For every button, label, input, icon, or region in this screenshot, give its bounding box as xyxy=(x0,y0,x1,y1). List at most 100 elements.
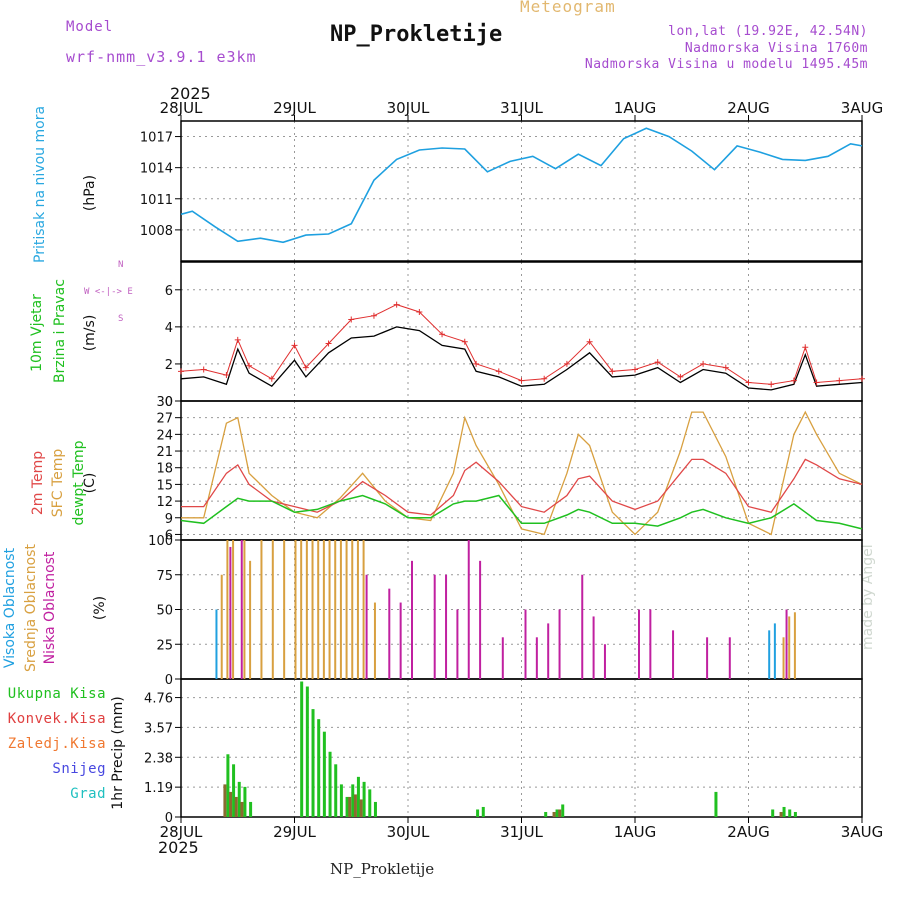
y-tick-label: 25 xyxy=(156,638,173,653)
panel-frame xyxy=(180,678,863,818)
gust-marker xyxy=(223,372,230,379)
gust-marker xyxy=(722,364,729,371)
mid-cloud-bar xyxy=(220,574,223,679)
y-tick-label: 1014 xyxy=(140,162,173,177)
low-cloud-bar xyxy=(388,588,391,679)
footer-station: NP_Prokletije xyxy=(330,860,435,878)
legend-total-rain: Ukupna Kisa xyxy=(7,686,106,702)
mid-cloud-bar xyxy=(362,540,365,679)
mid-cloud-bar xyxy=(283,540,286,679)
gust-marker xyxy=(563,360,570,367)
gust-marker xyxy=(348,316,355,323)
total-rain-bar xyxy=(322,731,326,817)
x-date-label-top: 30JUL xyxy=(387,99,430,117)
total-rain-bar xyxy=(226,754,230,817)
y-tick-label: 6 xyxy=(165,284,173,299)
legend-conv-rain: Konvek.Kisa xyxy=(7,711,106,727)
mid-cloud-bar xyxy=(317,540,320,679)
low-cloud-bar xyxy=(467,540,470,679)
mid-cloud-bar xyxy=(311,540,314,679)
gust-marker xyxy=(246,362,253,369)
total-rain-bar xyxy=(317,719,321,817)
gust-marker xyxy=(291,342,298,349)
high-cloud-bar xyxy=(768,630,771,679)
gust-marker xyxy=(178,368,184,375)
y-tick-label: 1008 xyxy=(140,224,173,239)
total-rain-bar xyxy=(782,806,786,817)
legend-snow: Snijeg xyxy=(52,761,106,777)
mid-cloud-bar xyxy=(243,540,246,679)
conv-rain-bar xyxy=(234,796,238,817)
low-cloud-bar xyxy=(728,637,731,679)
gust-marker xyxy=(654,359,661,366)
wind-speed-line xyxy=(180,326,863,391)
y-tick-label: 24 xyxy=(156,428,173,443)
total-rain-bar xyxy=(476,809,480,817)
gust-marker xyxy=(586,338,593,345)
compass-we: W <-|-> E xyxy=(84,287,133,297)
conv-rain-bar xyxy=(552,811,556,817)
mid-cloud-bar xyxy=(322,540,325,679)
total-rain-bar xyxy=(351,784,355,817)
low-cloud-bar xyxy=(649,609,652,679)
mid-cloud-bar xyxy=(232,540,235,679)
y-tick-label: 1.19 xyxy=(144,781,173,796)
mid-cloud-bar xyxy=(782,637,785,679)
y-tick-label: 4.76 xyxy=(144,692,173,707)
mid-cloud-bar xyxy=(345,540,348,679)
y-tick-label: 50 xyxy=(156,604,173,619)
low-cloud-bar xyxy=(445,574,448,679)
y-tick-label: 27 xyxy=(156,412,173,427)
gust-marker xyxy=(518,377,525,384)
total-rain-bar xyxy=(243,786,247,817)
gust-marker xyxy=(393,301,400,308)
mid-cloud-bar xyxy=(271,540,274,679)
x-date-label-top: 29JUL xyxy=(273,99,316,117)
compass-n: N xyxy=(118,260,124,270)
y-tick-label: 100 xyxy=(148,534,173,549)
mid-cloud-bar xyxy=(226,540,229,679)
y-tick-label: 3.57 xyxy=(144,721,173,736)
y-tick-label: 21 xyxy=(156,445,173,460)
mid-cloud-bar xyxy=(328,540,331,679)
low-cloud-bar xyxy=(524,609,527,679)
low-cloud-bar xyxy=(399,602,402,679)
y-tick-label: 9 xyxy=(165,512,173,527)
high-cloud-bar xyxy=(215,609,218,679)
y-tick-label: 2 xyxy=(165,358,173,373)
model-label: Model xyxy=(66,19,114,35)
gust-marker xyxy=(813,379,820,386)
low-cloud-bar xyxy=(785,609,788,679)
altitude: Nadmorska Visina 1760m xyxy=(684,41,868,56)
model-altitude: Nadmorska Visina u modelu 1495.45m xyxy=(584,57,868,72)
x-date-label-bottom: 28JUL xyxy=(160,823,203,841)
subtitle: Meteogram xyxy=(520,0,616,16)
gust-marker xyxy=(541,375,548,382)
total-rain-bar xyxy=(714,791,718,817)
mid-cloud-bar xyxy=(260,540,263,679)
total-rain-bar xyxy=(300,681,304,817)
total-rain-bar xyxy=(345,796,349,817)
low-cloud-bar xyxy=(672,630,675,679)
y-tick-label: 0 xyxy=(165,395,173,410)
low-cloud-bar xyxy=(229,546,232,679)
gust-marker xyxy=(416,309,423,316)
x-date-label-bottom: 29JUL xyxy=(273,823,316,841)
low-cloud-bar xyxy=(479,560,482,679)
y-tick-label: 15 xyxy=(156,478,173,493)
low-cloud-bar xyxy=(501,637,504,679)
gust-marker xyxy=(677,373,684,380)
low-cloud-bar xyxy=(433,574,436,679)
mid-cloud-bar xyxy=(351,540,354,679)
gust-marker xyxy=(609,368,616,375)
lonlat: lon,lat (19.92E, 42.54N) xyxy=(668,24,868,39)
gust-marker xyxy=(632,366,638,373)
low-cloud-bar xyxy=(706,637,709,679)
total-rain-bar xyxy=(356,776,360,817)
total-rain-bar xyxy=(339,784,343,817)
x-date-label-top: 31JUL xyxy=(500,99,543,117)
legend-hail: Grad xyxy=(70,786,106,802)
year-top: 2025 xyxy=(170,84,211,103)
gust-marker xyxy=(325,340,332,347)
mid-cloud-bar xyxy=(334,540,337,679)
